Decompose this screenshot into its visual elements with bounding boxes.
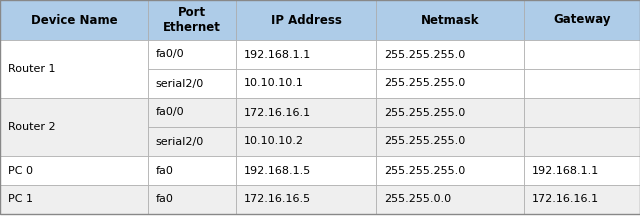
Text: 255.255.0.0: 255.255.0.0 [384, 194, 451, 205]
Text: Gateway: Gateway [553, 13, 611, 27]
Bar [376, 40, 524, 69]
Bar [148, 40, 236, 69]
Text: IP Address: IP Address [271, 13, 341, 27]
Text: serial2/0: serial2/0 [156, 137, 204, 146]
Text: fa0: fa0 [156, 165, 173, 175]
Bar [524, 98, 640, 127]
Bar [236, 69, 376, 98]
Bar [0, 0, 148, 40]
Text: fa0: fa0 [156, 194, 173, 205]
Text: 10.10.10.1: 10.10.10.1 [244, 78, 303, 89]
Bar [524, 185, 640, 214]
Text: fa0/0: fa0/0 [156, 108, 184, 118]
Text: PC 1: PC 1 [8, 194, 33, 205]
Text: Netmask: Netmask [420, 13, 479, 27]
Bar [148, 127, 236, 156]
Text: Router 2: Router 2 [8, 122, 55, 132]
Bar [524, 40, 640, 69]
Text: 255.255.255.0: 255.255.255.0 [384, 78, 465, 89]
Bar [376, 98, 524, 127]
Text: 255.255.255.0: 255.255.255.0 [384, 165, 465, 175]
Text: 172.16.16.5: 172.16.16.5 [244, 194, 311, 205]
Text: PC 0: PC 0 [8, 165, 33, 175]
Bar [524, 156, 640, 185]
Bar [236, 40, 376, 69]
Bar [148, 69, 236, 98]
Bar [524, 127, 640, 156]
Bar [0, 185, 148, 214]
Text: 10.10.10.2: 10.10.10.2 [244, 137, 304, 146]
Text: Device Name: Device Name [31, 13, 117, 27]
Bar [148, 0, 236, 40]
Bar [148, 185, 236, 214]
Bar [376, 0, 524, 40]
Bar [236, 0, 376, 40]
Bar [376, 127, 524, 156]
Text: 172.16.16.1: 172.16.16.1 [244, 108, 311, 118]
Text: 255.255.255.0: 255.255.255.0 [384, 108, 465, 118]
Bar [236, 127, 376, 156]
Text: 192.168.1.1: 192.168.1.1 [532, 165, 599, 175]
Bar [376, 185, 524, 214]
Text: 192.168.1.1: 192.168.1.1 [244, 49, 311, 59]
Bar [0, 98, 148, 156]
Bar [0, 40, 148, 98]
Bar [524, 0, 640, 40]
Text: Port
Ethernet: Port Ethernet [163, 6, 221, 34]
Text: 192.168.1.5: 192.168.1.5 [244, 165, 311, 175]
Bar [236, 185, 376, 214]
Bar [0, 156, 148, 185]
Text: fa0/0: fa0/0 [156, 49, 184, 59]
Text: 255.255.255.0: 255.255.255.0 [384, 137, 465, 146]
Text: 255.255.255.0: 255.255.255.0 [384, 49, 465, 59]
Text: serial2/0: serial2/0 [156, 78, 204, 89]
Text: 172.16.16.1: 172.16.16.1 [532, 194, 599, 205]
Bar [376, 156, 524, 185]
Bar [524, 69, 640, 98]
Bar [148, 98, 236, 127]
Bar [376, 69, 524, 98]
Bar [236, 156, 376, 185]
Text: Router 1: Router 1 [8, 64, 55, 74]
Bar [236, 98, 376, 127]
Bar [148, 156, 236, 185]
